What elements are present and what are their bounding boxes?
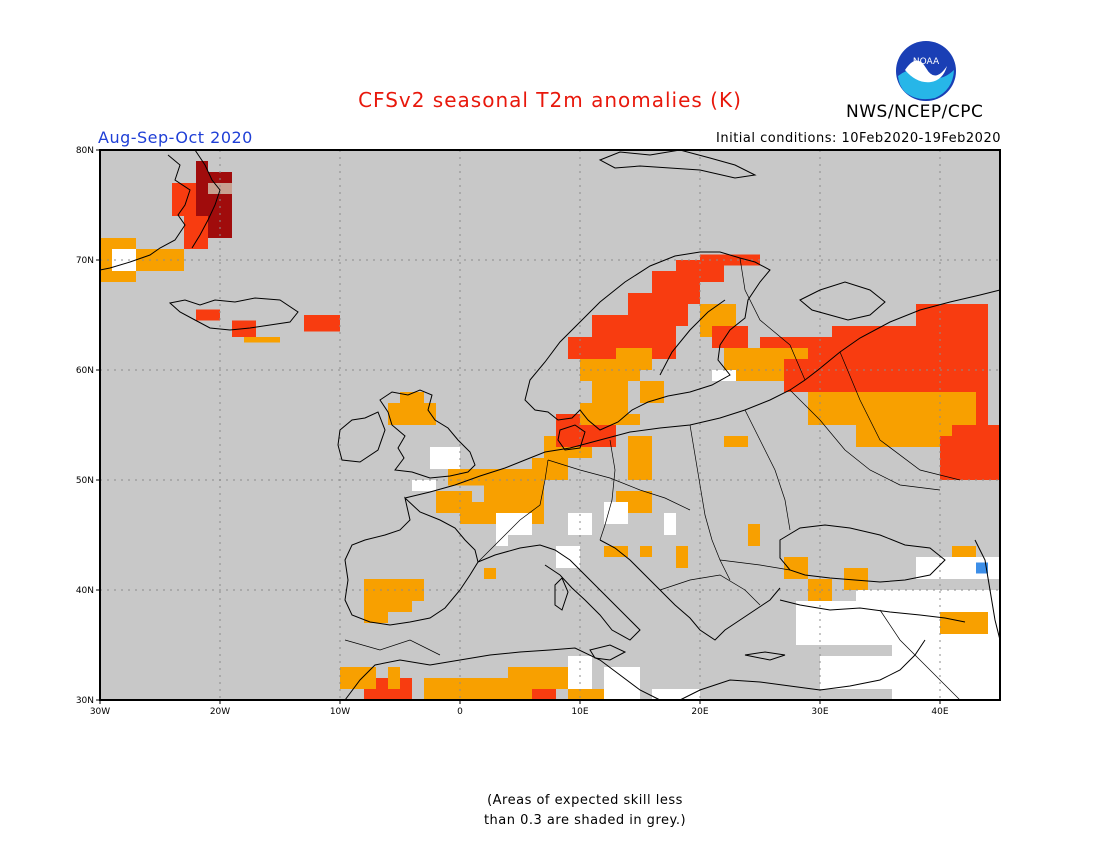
initial-conditions-label: Initial conditions: 10Feb2020-19Feb2020 (716, 131, 1001, 146)
season-label: Aug-Sep-Oct 2020 (98, 128, 253, 147)
anomaly-cell (568, 656, 592, 689)
lon-tick-label: 40E (931, 707, 948, 717)
skill-note-line-2: than 0.3 are shaded in grey.) (483, 813, 687, 828)
anomaly-cell (340, 667, 376, 689)
lon-tick-label: 30W (90, 707, 110, 717)
lat-tick-label: 30N (76, 696, 94, 706)
anomaly-cell (568, 689, 604, 700)
noaa-logo-icon: NOAA (896, 41, 956, 101)
anomaly-cell (364, 612, 388, 623)
lat-tick-label: 40N (76, 586, 94, 596)
anomaly-cell (628, 414, 640, 425)
anomaly-cell (604, 546, 628, 557)
anomaly-cell (496, 513, 532, 535)
anomaly-cell (184, 216, 208, 249)
lon-tick-label: 20W (210, 707, 230, 717)
anomaly-cell (412, 579, 424, 601)
map-title: CFSv2 seasonal T2m anomalies (K) (358, 88, 742, 112)
anomaly-cell (430, 447, 460, 469)
lat-tick-label: 80N (76, 146, 94, 156)
anomaly-cell (400, 392, 424, 414)
anomaly-cell (664, 513, 676, 535)
longitude-labels: 30W 20W 10W 0 10E 20E 30E 40E (90, 700, 949, 717)
org-label: NWS/NCEP/CPC (846, 102, 984, 122)
anomaly-cell (856, 590, 952, 634)
anomaly-cell (196, 309, 220, 321)
anomaly-cell (808, 579, 832, 601)
lon-tick-label: 20E (691, 707, 708, 717)
anomaly-cell (640, 546, 652, 557)
anomaly-cell (136, 249, 184, 271)
anomaly-cell (748, 524, 760, 546)
skill-note-line-1: (Areas of expected skill less (487, 793, 683, 808)
latitude-labels: 30N 40N 50N 60N 70N 80N (76, 146, 100, 706)
anomaly-cell (892, 634, 1000, 700)
anomaly-cell (724, 436, 748, 447)
logo-text: NOAA (913, 57, 940, 67)
anomaly-cell (568, 513, 592, 535)
coastlines (99, 149, 1001, 701)
anomaly-cell (916, 414, 952, 436)
graticule (100, 150, 1000, 700)
lon-tick-label: 30E (811, 707, 828, 717)
anomaly-cell (388, 667, 400, 689)
anomaly-cell (628, 436, 652, 480)
anomaly-cell (712, 326, 748, 348)
anomaly-cell (652, 689, 700, 700)
anomaly-cell (604, 502, 628, 524)
anomaly-cell (820, 656, 892, 689)
anomaly-cell (508, 667, 580, 689)
lon-tick-label: 0 (457, 707, 463, 717)
anomaly-cell (592, 381, 628, 425)
anomaly-cell (604, 667, 640, 700)
lat-tick-label: 70N (76, 256, 94, 266)
anomaly-cell (244, 337, 280, 343)
anomaly-map: 30N 40N 50N 60N 70N 80N 30W 20W 10W 0 10E 20E 30E 40… (76, 146, 1001, 717)
anomaly-cell (952, 546, 976, 557)
anomaly-cell (712, 370, 736, 381)
anomaly-cell (496, 535, 508, 546)
anomaly-cell (844, 568, 868, 590)
anomaly-cell (532, 458, 568, 480)
map-frame (99, 149, 1001, 701)
anomaly-cell (484, 568, 496, 579)
anomaly-cell (556, 546, 580, 568)
anomaly-cell (208, 183, 232, 194)
anomaly-cell (976, 562, 988, 574)
anomaly-cell (616, 348, 652, 370)
anomaly-cell (940, 612, 988, 634)
anomaly-cell (640, 381, 664, 403)
lat-tick-label: 50N (76, 476, 94, 486)
anomaly-cell (676, 546, 688, 568)
anomaly-cell (412, 480, 436, 491)
skill-note: (Areas of expected skill less than 0.3 a… (420, 791, 750, 831)
lon-tick-label: 10E (571, 707, 588, 717)
lat-tick-label: 60N (76, 366, 94, 376)
anomaly-cell (784, 557, 808, 579)
anomaly-cell (196, 161, 208, 183)
lon-tick-label: 10W (330, 707, 350, 717)
anomaly-cells (100, 161, 1000, 700)
anomaly-cell (304, 315, 340, 332)
anomaly-cell (808, 392, 856, 425)
anomaly-cell (364, 579, 412, 612)
anomaly-cell (532, 689, 556, 700)
